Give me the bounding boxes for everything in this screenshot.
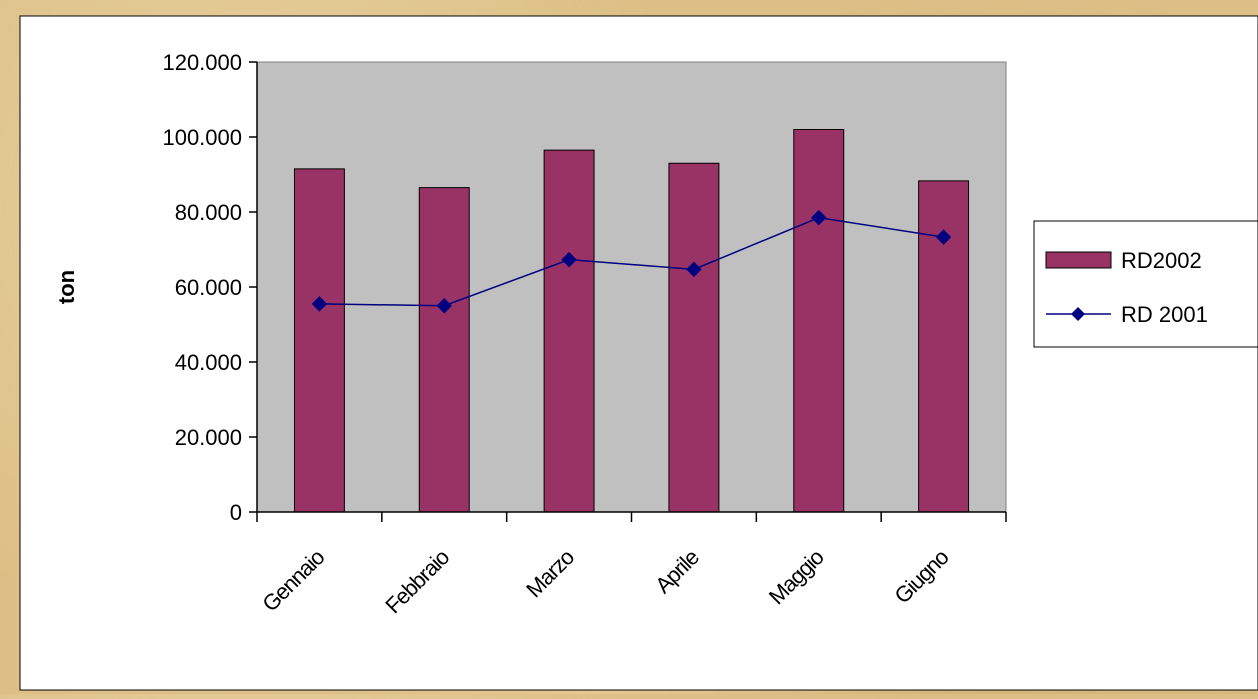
point-gennaio [311, 296, 328, 312]
y-tick-label: 60.000 [175, 275, 242, 300]
y-tick-label: 40.000 [175, 350, 242, 375]
plot-area [256, 61, 1007, 513]
bar-febbraio [418, 187, 470, 513]
point-marzo [561, 251, 577, 268]
bars-layer [293, 129, 970, 513]
legend-marker-rd2001 [1071, 307, 1085, 321]
y-tick-label: 120.000 [162, 50, 242, 75]
point-giugno [935, 229, 952, 245]
point-aprile [686, 261, 702, 278]
y-tick-label: 20.000 [175, 425, 242, 450]
legend-swatch-rd2002 [1045, 251, 1112, 269]
y-tick-label: 0 [230, 500, 242, 525]
y-axis-label: ton [54, 270, 79, 304]
bar-gennaio [293, 168, 345, 513]
line-rd2001 [319, 216, 944, 307]
bar-marzo [543, 149, 595, 513]
line-series-layer [311, 209, 952, 314]
point-febbraio [436, 298, 452, 314]
bar-maggio [793, 129, 845, 513]
y-tick-label: 80.000 [175, 200, 242, 225]
legend-label-rd2002: RD2002 [1121, 248, 1202, 273]
legend-box [1033, 220, 1258, 348]
legend-label-rd2001: RD 2001 [1121, 302, 1208, 327]
legend: RD2002 RD 2001 [1033, 220, 1258, 348]
axes-layer [249, 61, 1007, 522]
y-tick-label: 100.000 [162, 125, 242, 150]
point-maggio [811, 209, 827, 226]
bar-aprile [668, 162, 720, 513]
y-tick-labels: 0 20.000 40.000 60.000 80.000 100.000 120.000 [162, 50, 242, 525]
